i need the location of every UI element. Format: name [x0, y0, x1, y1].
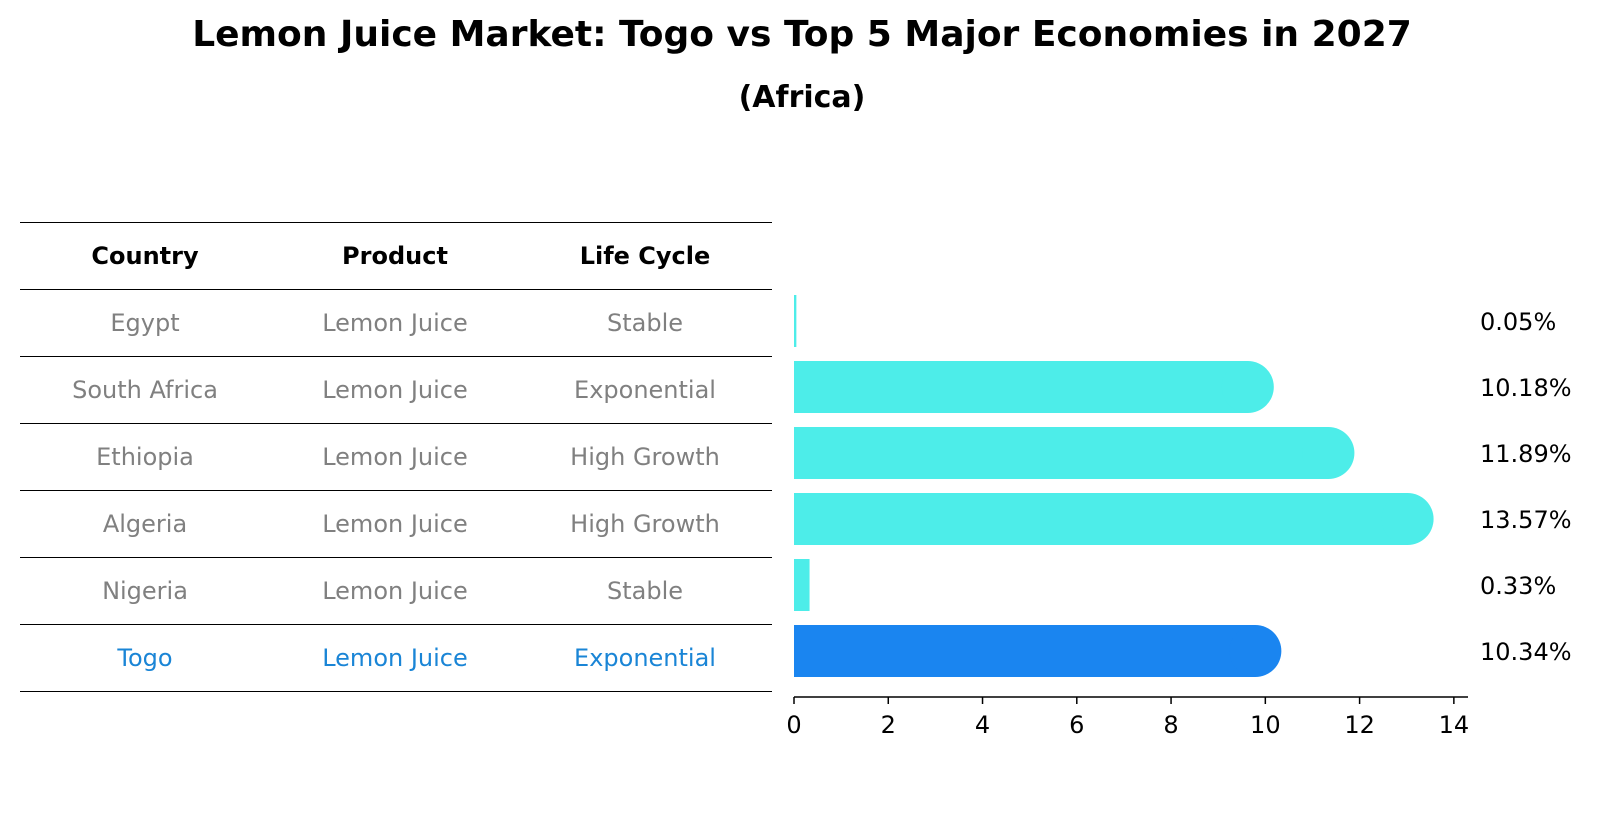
bar-cap-togo [1229, 625, 1282, 677]
table-row: Nigeria Lemon Juice Stable [20, 557, 772, 624]
life-cycle-cell: High Growth [570, 510, 720, 538]
life-cycle-cell: Stable [606, 577, 684, 605]
bar-egypt [794, 295, 797, 347]
country-cell: Nigeria [102, 577, 188, 605]
country-cell: Algeria [102, 510, 188, 538]
product-cell: Lemon Juice [322, 644, 468, 672]
chart-title: Lemon Juice Market: Togo vs Top 5 Major … [192, 14, 1412, 55]
x-tick-label: 4 [975, 711, 990, 739]
bar-nigeria [794, 559, 810, 611]
bar-algeria [794, 493, 1408, 545]
bar-south-africa [794, 361, 1248, 413]
header-life-cycle: Life Cycle [579, 242, 711, 270]
value-label: 10.34% [1480, 638, 1572, 666]
bar-ethiopia [794, 427, 1329, 479]
product-cell: Lemon Juice [322, 443, 468, 471]
x-tick-label: 8 [1163, 711, 1178, 739]
header-country: Country [91, 242, 199, 270]
product-cell: Lemon Juice [322, 376, 468, 404]
value-label: 11.89% [1480, 440, 1572, 468]
value-label: 13.57% [1480, 506, 1572, 534]
value-label: 0.05% [1480, 308, 1556, 336]
x-tick-label: 2 [881, 711, 896, 739]
x-tick-label: 10 [1250, 711, 1281, 739]
country-cell: Togo [117, 644, 173, 672]
bar-cap-south-africa [1221, 361, 1274, 413]
x-tick-label: 0 [786, 711, 801, 739]
x-tick-label: 6 [1069, 711, 1084, 739]
product-cell: Lemon Juice [322, 309, 468, 337]
table-row: Algeria Lemon Juice High Growth [20, 490, 772, 557]
x-tick-label: 12 [1344, 711, 1375, 739]
table-row-highlight: Togo Lemon Juice Exponential [20, 624, 772, 692]
country-cell: Ethiopia [96, 443, 194, 471]
header-product: Product [342, 242, 448, 270]
life-cycle-cell: Stable [606, 309, 684, 337]
x-tick-label: 14 [1439, 711, 1470, 739]
product-cell: Lemon Juice [322, 510, 468, 538]
table-header-row: Country Product Life Cycle [20, 222, 772, 289]
product-cell: Lemon Juice [322, 577, 468, 605]
data-table: Country Product Life Cycle Egypt Lemon J… [20, 222, 772, 692]
life-cycle-cell: Exponential [574, 376, 716, 404]
chart-subtitle: (Africa) [738, 80, 866, 115]
value-label: 10.18% [1480, 374, 1572, 402]
bar-cap-algeria [1381, 493, 1434, 545]
life-cycle-cell: Exponential [574, 644, 716, 672]
bar-togo [794, 625, 1256, 677]
table-row: Ethiopia Lemon Juice High Growth [20, 423, 772, 490]
table-row: South Africa Lemon Juice Exponential [20, 356, 772, 423]
country-cell: South Africa [72, 376, 218, 404]
bar-cap-ethiopia [1302, 427, 1355, 479]
table-row: Egypt Lemon Juice Stable [20, 289, 772, 356]
country-cell: Egypt [110, 309, 180, 337]
value-label: 0.33% [1480, 572, 1556, 600]
life-cycle-cell: High Growth [570, 443, 720, 471]
